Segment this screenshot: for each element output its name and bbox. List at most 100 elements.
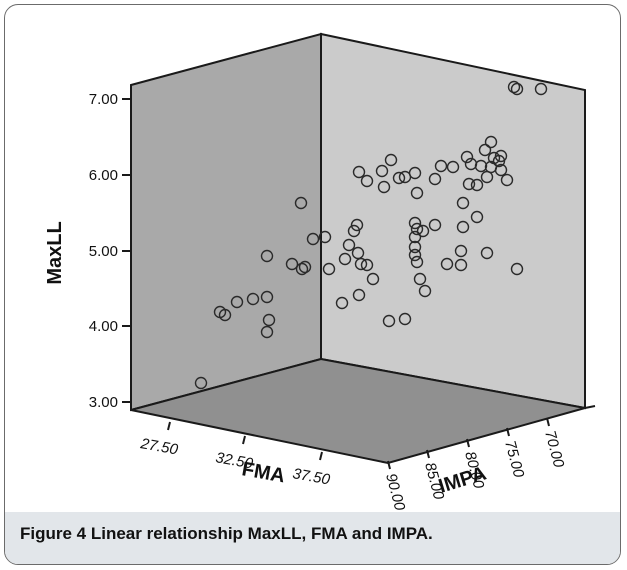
scatter-point	[298, 260, 312, 274]
scatter-point	[338, 252, 352, 266]
scatter-point	[347, 224, 361, 238]
scatter-point	[360, 258, 374, 272]
scatter-point	[230, 295, 244, 309]
scatter-point	[446, 160, 460, 174]
scatter-point	[408, 248, 422, 262]
data-points	[194, 80, 548, 390]
scatter-point	[480, 246, 494, 260]
scatter-point	[295, 262, 309, 276]
scatter-point	[494, 163, 508, 177]
x-axis-ticks: 27.50 32.50 37.50	[138, 421, 332, 489]
scatter-point	[408, 216, 422, 230]
x-tick-mark	[319, 451, 323, 461]
figure-caption: Figure 4 Linear relationship MaxLL, FMA …	[20, 524, 433, 544]
scatter-point	[408, 230, 422, 244]
scatter-point	[218, 308, 232, 322]
z-tick-label: 4.00	[89, 318, 118, 335]
z-tick-label: 7.00	[89, 91, 118, 108]
y-tick-mark	[506, 427, 510, 437]
scatter-point	[342, 238, 356, 252]
scatter-point	[474, 159, 488, 173]
scatter-point	[478, 143, 492, 157]
y-axis-title: IMPA	[436, 463, 489, 498]
scatter-point	[510, 262, 524, 276]
scatter-point	[377, 180, 391, 194]
scatter-point	[246, 292, 260, 306]
caption-band	[5, 512, 620, 564]
scatter-point	[352, 288, 366, 302]
scatter-point	[460, 150, 474, 164]
y-tick-mark	[426, 449, 430, 459]
scatter-point	[335, 296, 349, 310]
scatter-point	[350, 218, 364, 232]
z-axis-ticks: 3.00 4.00 5.00 6.00 7.00	[89, 91, 131, 411]
scatter-point	[360, 174, 374, 188]
scatter-point	[408, 166, 422, 180]
scatter-point	[392, 171, 406, 185]
x-tick-mark	[242, 435, 246, 445]
scatter-point	[262, 313, 276, 327]
scatter-point	[534, 82, 548, 96]
scatter-point	[456, 220, 470, 234]
y-tick-label: 90.00	[382, 472, 408, 513]
scatter-point	[375, 164, 389, 178]
scatter-point	[440, 257, 454, 271]
scatter-point	[428, 218, 442, 232]
caption-text: Linear relationship MaxLL, FMA and IMPA.	[90, 524, 433, 543]
scatter-point	[384, 153, 398, 167]
scatter-3d-chart: 3.00 4.00 5.00 6.00 7.00 27.50 32.50 37.50 90.…	[44, 32, 596, 513]
scatter-point	[194, 376, 208, 390]
scatter-point	[494, 149, 508, 163]
scatter-point	[354, 257, 368, 271]
scatter-point	[318, 230, 332, 244]
y-tick-mark	[387, 460, 391, 470]
x-tick-label: 27.50	[138, 435, 180, 459]
scatter-point	[294, 196, 308, 210]
scatter-point	[351, 246, 365, 260]
scatter-point	[366, 272, 380, 286]
figure-frame: 3.00 4.00 5.00 6.00 7.00 27.50 32.50 37.50 90.…	[4, 4, 621, 565]
x-tick-mark	[167, 421, 171, 431]
scatter-point	[428, 172, 442, 186]
scatter-point	[260, 325, 274, 339]
scatter-point	[500, 173, 514, 187]
scatter-point	[260, 290, 274, 304]
scatter-point	[462, 177, 476, 191]
z-axis-title: MaxLL	[44, 221, 66, 284]
x-tick-label: 32.50	[214, 449, 255, 472]
z-tick-label: 3.00	[89, 394, 118, 411]
scatter-point	[418, 284, 432, 298]
scatter-point	[470, 210, 484, 224]
scatter-point	[260, 249, 274, 263]
scatter-point	[470, 178, 484, 192]
y-tick-label: 75.00	[501, 439, 527, 480]
scatter-point	[285, 257, 299, 271]
y-tick-mark	[546, 417, 550, 427]
scatter-point	[410, 222, 424, 236]
x-tick-label: 37.50	[291, 465, 332, 488]
scatter-point	[398, 312, 412, 326]
scatter-point	[416, 224, 430, 238]
y-tick-mark	[466, 438, 470, 448]
scatter-point	[456, 196, 470, 210]
z-tick-label: 5.00	[89, 243, 118, 260]
scatter-point	[484, 135, 498, 149]
caption-label: Figure 4	[20, 524, 87, 543]
scatter-point	[434, 159, 448, 173]
scatter-point	[410, 255, 424, 269]
z-tick-label: 6.00	[89, 167, 118, 184]
scatter-point	[382, 314, 396, 328]
y-tick-mark	[584, 405, 596, 409]
x-axis-title: FMA	[240, 458, 286, 487]
scatter-point	[510, 82, 524, 96]
scatter-point	[413, 272, 427, 286]
scatter-point	[408, 240, 422, 254]
scatter-point	[507, 80, 521, 94]
scatter-point	[306, 232, 320, 246]
left-wall	[130, 32, 322, 412]
scatter-point	[322, 262, 336, 276]
scatter-point	[454, 244, 468, 258]
y-tick-label: 70.00	[541, 429, 567, 470]
scatter-point	[352, 165, 366, 179]
scatter-point	[454, 258, 468, 272]
